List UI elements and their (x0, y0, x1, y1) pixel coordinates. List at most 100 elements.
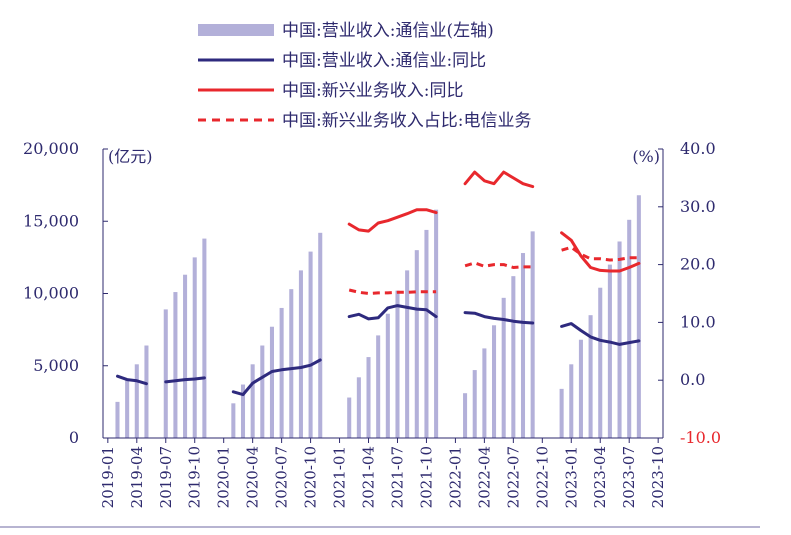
bar (588, 315, 593, 438)
bar (318, 232, 323, 438)
bar (598, 287, 603, 438)
bar (356, 377, 361, 438)
bar (607, 264, 612, 438)
bar (134, 364, 139, 438)
bar (395, 290, 400, 438)
x-tick-label: 2019-10 (186, 446, 204, 508)
bar (414, 250, 419, 438)
line-segment (463, 170, 535, 189)
bar (240, 384, 246, 438)
bar (279, 307, 284, 438)
x-tick-label: 2023-01 (562, 446, 580, 508)
left-tick-label: 20,000 (23, 139, 79, 158)
bar (463, 393, 468, 438)
bar (192, 257, 197, 438)
left-tick-label: 5,000 (33, 356, 79, 375)
x-tick-label: 2023-10 (649, 446, 667, 508)
bar (376, 335, 381, 438)
bar (298, 270, 303, 438)
x-tick-label: 2023-07 (620, 446, 638, 508)
right-tick-label: 20.0 (680, 255, 716, 274)
x-tick-label: 2021-01 (331, 446, 349, 508)
bar (482, 348, 487, 438)
x-tick-label: 2019-01 (99, 446, 117, 508)
left-tick-label: 15,000 (23, 211, 79, 230)
right-tick-label: 10.0 (680, 312, 716, 331)
legend-item: 中国:新兴业务收入:同比 (198, 81, 463, 101)
legend-item: 中国:营业收入:通信业:同比 (198, 51, 486, 71)
line-segment (231, 358, 322, 397)
bar (289, 289, 294, 438)
bar (250, 364, 255, 438)
dashed-line-segment (561, 245, 639, 262)
bar (202, 238, 207, 438)
bar (163, 309, 168, 438)
x-tick-label: 2020-10 (302, 446, 320, 508)
bar (520, 253, 526, 438)
legend-label: 中国:新兴业务收入:同比 (282, 81, 463, 101)
bar (269, 326, 274, 438)
bar (501, 297, 506, 438)
bar (385, 313, 390, 438)
right-tick-label: 0.0 (680, 370, 705, 389)
bar (173, 292, 178, 438)
x-tick-label: 2022-07 (504, 446, 522, 508)
bar (424, 229, 429, 438)
left-tick-label: 10,000 (23, 284, 79, 303)
x-tick-label: 2020-04 (244, 446, 262, 508)
left-tick-label: 0 (69, 428, 79, 447)
line-segment (116, 374, 148, 386)
bar (492, 325, 497, 438)
legend-swatch-bar (198, 24, 274, 36)
bar (569, 364, 574, 438)
x-tick-label: 2021-10 (417, 446, 435, 508)
x-tick-label: 2021-04 (360, 446, 378, 508)
x-axis-ticks: 2019-01 2019-04 2019-07 2019-10 2020-01 2020-… (99, 438, 667, 508)
bar (636, 195, 641, 438)
line-segment (560, 322, 641, 346)
x-tick-label: 2019-07 (157, 446, 175, 508)
dashed-line-segment (348, 288, 437, 295)
bar (472, 370, 477, 438)
bar (115, 401, 120, 438)
bar-series (115, 195, 641, 438)
bar (627, 219, 632, 438)
bar (366, 357, 371, 438)
x-tick-label: 2023-04 (591, 446, 609, 508)
bar (231, 403, 236, 438)
line-segment (164, 376, 206, 384)
bar (578, 339, 583, 438)
bar (144, 345, 149, 438)
line-segment (560, 231, 641, 273)
line-segment (463, 311, 535, 325)
legend-label: 中国:营业收入:通信业(左轴) (282, 21, 494, 41)
legend-item: 中国:营业收入:通信业(左轴) (198, 21, 494, 41)
bar (559, 388, 564, 438)
x-tick-label: 2020-01 (215, 446, 233, 508)
right-tick-label: 30.0 (680, 197, 716, 216)
x-tick-label: 2022-04 (475, 446, 493, 508)
legend-label: 中国:新兴业务收入占比:电信业务 (282, 111, 531, 131)
x-tick-label: 2021-07 (388, 446, 406, 508)
bar (530, 231, 535, 438)
left-axis-ticks: 20,000 15,000 10,000 5,000 0 (23, 139, 108, 447)
legend: 中国:营业收入:通信业(左轴) 中国:营业收入:通信业:同比中国:新兴业务收入:同… (198, 21, 531, 131)
legend-item: 中国:新兴业务收入占比:电信业务 (198, 111, 531, 131)
legend-label: 中国:营业收入:通信业:同比 (282, 51, 486, 71)
bar (405, 270, 410, 438)
x-tick-label: 2022-10 (533, 446, 551, 508)
right-axis-unit: (%) (632, 147, 660, 166)
x-tick-label: 2020-07 (273, 446, 291, 508)
bar (183, 274, 188, 438)
right-tick-label: 40.0 (680, 139, 716, 158)
bar (617, 241, 622, 438)
right-axis-ticks: 40.0 30.0 20.0 10.0 0.0 -10.0 (658, 139, 721, 447)
bar (308, 251, 313, 438)
line-series (116, 170, 641, 397)
bar (125, 380, 130, 438)
left-axis-unit: (亿元) (108, 147, 153, 166)
line-segment (347, 208, 438, 233)
line-segment (347, 304, 438, 321)
x-tick-label: 2022-01 (446, 446, 464, 508)
